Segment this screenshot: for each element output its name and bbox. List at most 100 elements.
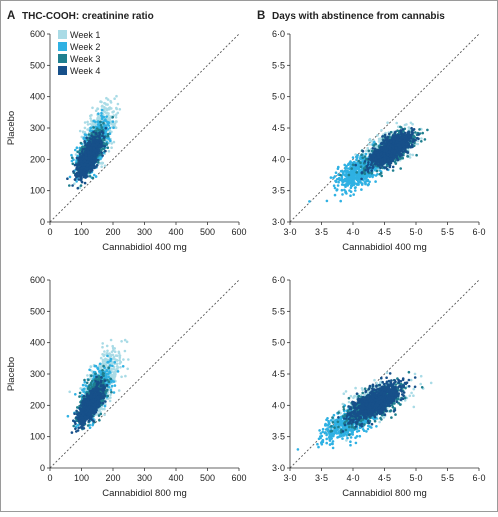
data-point [349,194,352,197]
data-point [412,138,415,141]
data-point [96,107,99,110]
data-point [403,137,406,140]
data-point [105,107,108,110]
data-point [104,110,107,113]
data-point [84,133,87,136]
data-point [367,170,370,173]
panel-a-title: THC-COOH: creatinine ratio [22,11,154,22]
data-point [352,193,355,196]
data-point [371,160,374,163]
data-point [100,124,103,127]
data-point [367,168,370,171]
data-point [367,163,370,166]
data-point [366,147,369,150]
data-point [342,173,345,176]
data-point [84,182,87,185]
data-point [408,138,411,141]
data-point [391,150,394,153]
data-point [85,157,88,160]
data-point [348,174,351,177]
data-point [380,146,383,149]
data-point [355,156,358,159]
data-point [87,164,90,167]
data-point [109,127,112,130]
data-point [84,144,87,147]
data-point [402,145,405,148]
data-point [386,160,389,163]
data-point [380,153,383,156]
y-tick-label: 3·5 [272,186,285,196]
y-tick-label: 500 [30,60,45,70]
data-point [85,154,88,157]
data-point [102,122,105,125]
data-point [83,176,86,179]
data-point [96,143,99,146]
x-tick-label: 0 [47,227,52,237]
data-point [344,174,347,177]
data-point [68,184,71,187]
data-point [79,130,82,133]
data-point [368,150,371,153]
data-point [72,163,75,166]
data-point [399,146,402,149]
data-point [93,147,96,150]
y-tick-label: 300 [30,123,45,133]
data-point [350,190,353,193]
data-point [397,159,400,162]
data-point [339,200,342,203]
data-point [350,179,353,182]
data-point [367,179,370,182]
panel-b-letter: B [257,10,265,22]
data-point [115,126,118,129]
data-point [344,180,347,183]
data-point [80,167,83,170]
data-point [99,100,102,103]
data-point [97,120,100,123]
y-tick-label: 5·5 [272,60,285,70]
data-point [395,122,398,125]
data-point [346,177,349,180]
data-point [87,142,90,145]
data-point [355,171,358,174]
data-point [98,132,101,135]
y-tick-label: 6·0 [272,29,285,39]
data-point [367,183,370,186]
x-tick-label: 3·0 [283,227,296,237]
data-point [354,189,357,192]
data-point [378,156,381,159]
data-point [380,129,383,132]
x-tick-label: 600 [231,227,246,237]
data-point [420,137,423,140]
data-point [91,107,94,110]
data-point [352,156,355,159]
data-point [89,143,92,146]
data-point [77,174,80,177]
data-point [352,164,355,167]
data-point [369,154,372,157]
data-point [376,161,379,164]
data-point [100,151,103,154]
data-point [100,112,103,115]
data-point [364,183,367,186]
data-point [79,187,82,190]
data-point [399,167,402,170]
panel-b-title: Days with abstinence from cannabis [272,11,445,22]
data-point [357,164,360,167]
data-point [361,157,364,160]
data-point [101,130,104,133]
data-point [101,105,104,108]
data-point [326,200,329,203]
data-point [104,165,107,168]
data-point [350,175,353,178]
data-point [80,177,83,180]
data-point [369,138,372,141]
data-point [105,115,108,118]
data-point [401,134,404,137]
data-point [90,160,93,163]
data-point [71,184,74,187]
data-point [386,139,389,142]
x-tick-label: 200 [105,227,120,237]
data-point [344,190,347,193]
x-tick-label: 100 [74,227,89,237]
